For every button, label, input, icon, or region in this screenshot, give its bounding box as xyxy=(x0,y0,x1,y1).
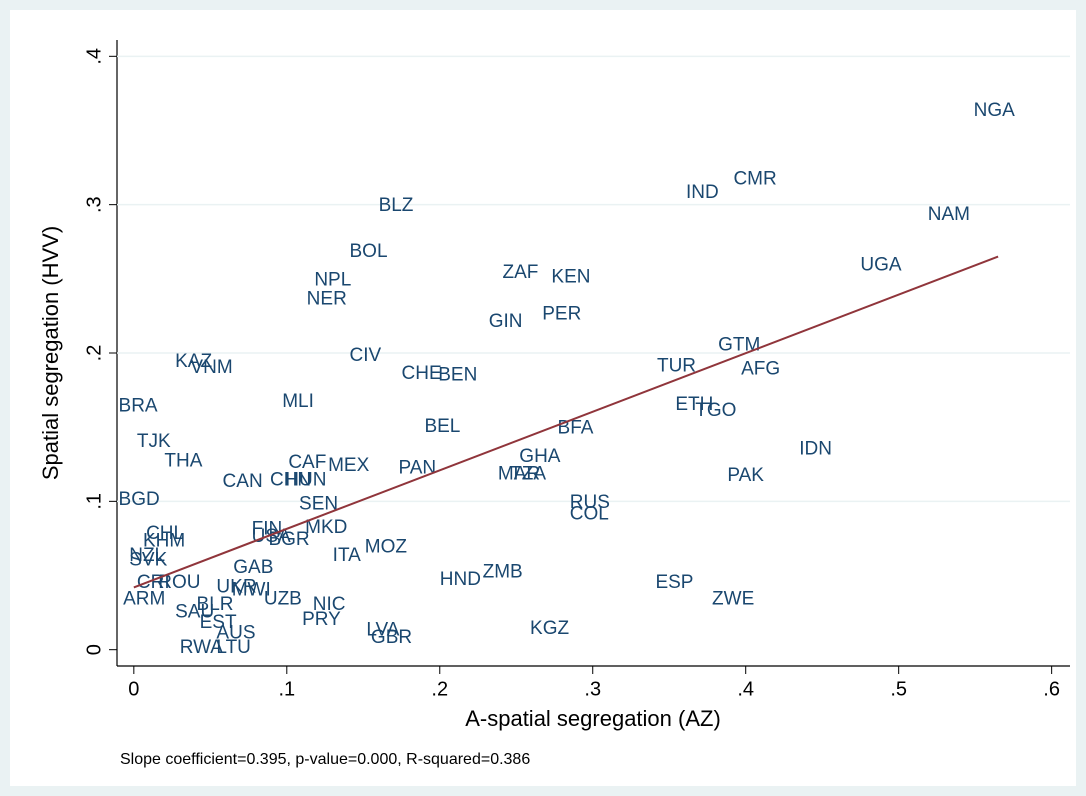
country-label: BGR xyxy=(268,529,309,550)
country-label: PAN xyxy=(398,458,436,479)
country-label: BLZ xyxy=(379,195,414,216)
country-label: KEN xyxy=(551,266,590,287)
country-label: MLI xyxy=(282,391,314,412)
country-label: RWA xyxy=(180,637,224,658)
country-label: GTM xyxy=(718,335,760,356)
country-label: HND xyxy=(440,569,481,590)
country-label: LVA xyxy=(366,619,399,640)
country-label: ETH xyxy=(675,394,713,415)
x-tick-label: .6 xyxy=(1043,678,1060,700)
y-axis-title: Spatial segregation (HVV) xyxy=(38,226,63,480)
country-label: UGA xyxy=(860,254,902,275)
country-label: AFG xyxy=(741,358,780,379)
country-label: MKD xyxy=(305,517,347,538)
country-label: SAU xyxy=(175,602,214,623)
country-label: NPL xyxy=(314,269,351,290)
country-label: BEL xyxy=(424,416,460,437)
country-label: KHM xyxy=(143,530,185,551)
note: Slope coefficient=0.395, p-value=0.000, … xyxy=(120,751,530,768)
country-label: PER xyxy=(542,303,581,324)
country-label: ZWE xyxy=(712,588,754,609)
country-label: ZAF xyxy=(502,262,538,283)
country-label: MEX xyxy=(328,455,370,476)
country-label: BLR xyxy=(197,594,234,615)
country-label: GIN xyxy=(489,311,523,332)
country-label: NIC xyxy=(313,594,346,615)
country-label: THA xyxy=(164,450,202,471)
country-label: NZL xyxy=(129,545,165,566)
x-tick-label: .3 xyxy=(584,678,601,700)
country-label: BOL xyxy=(350,241,388,262)
country-label: TUR xyxy=(657,355,696,376)
country-label: CAN xyxy=(223,471,263,492)
country-label: UKR xyxy=(216,576,256,597)
country-label: MAR xyxy=(498,464,540,485)
plot-background xyxy=(10,10,1076,786)
country-label: AUS xyxy=(216,622,255,643)
country-label: SVK xyxy=(129,550,167,571)
country-label: EST xyxy=(200,612,237,633)
country-label: IND xyxy=(686,182,719,203)
country-label: ITA xyxy=(333,545,361,566)
y-tick-label: .4 xyxy=(83,48,105,65)
country-label: HUN xyxy=(285,470,326,491)
country-label: KGZ xyxy=(530,618,569,639)
country-label: SEN xyxy=(299,493,338,514)
country-label: TGO xyxy=(695,400,736,421)
country-label: TJK xyxy=(137,431,171,452)
country-label: UZB xyxy=(264,588,302,609)
y-tick-label: .2 xyxy=(83,345,105,362)
country-label: NER xyxy=(307,289,347,310)
country-label: GHA xyxy=(519,446,561,467)
country-label: CHE xyxy=(402,363,442,384)
country-label: MWI xyxy=(232,579,271,600)
country-label: PAK xyxy=(727,465,764,486)
country-label: VNM xyxy=(190,357,232,378)
y-tick-label: .1 xyxy=(83,493,105,510)
country-label: KAZ xyxy=(175,351,212,372)
country-label: CIV xyxy=(350,345,382,366)
country-label: NAM xyxy=(928,204,970,225)
x-tick-label: .1 xyxy=(278,678,295,700)
country-label: CHN xyxy=(270,470,311,491)
x-tick-label: 0 xyxy=(128,678,139,700)
country-label: BRA xyxy=(119,395,158,416)
country-label: ESP xyxy=(655,572,693,593)
country-label: IDN xyxy=(799,438,832,459)
y-tick-label: 0 xyxy=(83,644,105,655)
country-label: COL xyxy=(570,504,609,525)
x-axis-title: A-spatial segregation (AZ) xyxy=(465,706,721,731)
country-label: RUS xyxy=(570,492,610,513)
country-label: MOZ xyxy=(365,536,408,557)
x-tick-label: .2 xyxy=(431,678,448,700)
country-label: NGA xyxy=(974,100,1016,121)
country-label: CAF xyxy=(288,452,326,473)
country-label: ARM xyxy=(123,588,165,609)
country-label: CHL xyxy=(146,523,184,544)
y-tick-label: .3 xyxy=(83,196,105,213)
fit-line xyxy=(133,255,999,589)
country-label: LTU xyxy=(216,637,250,658)
country-label: PRY xyxy=(302,609,341,630)
country-label: TZA xyxy=(510,464,546,485)
country-label: ZMB xyxy=(483,562,523,583)
country-label: GBR xyxy=(371,627,412,648)
x-tick-label: .5 xyxy=(890,678,907,700)
x-tick-label: .4 xyxy=(737,678,754,700)
country-label: GAB xyxy=(233,557,273,578)
country-label: ROU xyxy=(158,572,200,593)
country-label: BEN xyxy=(438,364,477,385)
country-label: CMR xyxy=(733,168,776,189)
country-label: BGD xyxy=(119,489,160,510)
country-label: BFA xyxy=(558,418,594,439)
